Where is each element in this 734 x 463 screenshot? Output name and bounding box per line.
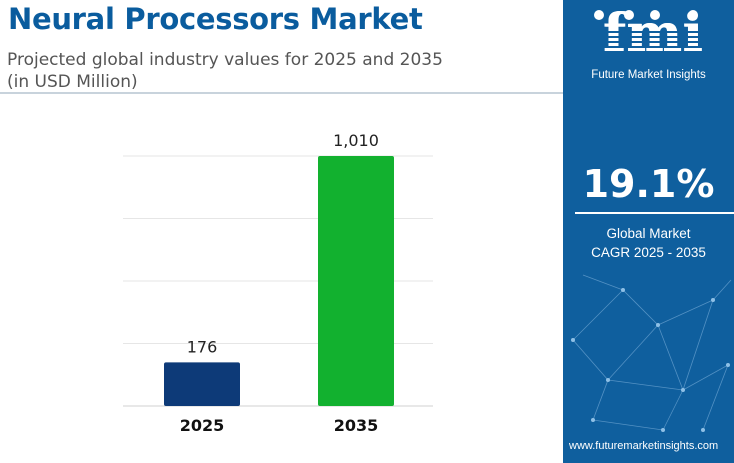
cagr-label-line-1: Global Market [606, 226, 691, 241]
cagr-label-line-2: CAGR 2025 - 2035 [591, 245, 706, 260]
fmi-logo: fmi [602, 3, 704, 64]
header-divider [0, 92, 563, 94]
cagr-value: 19.1% [582, 162, 715, 206]
value-label-2025: 176 [187, 337, 218, 356]
website-link[interactable]: www.futuremarketinsights.com [569, 440, 719, 452]
cagr-divider [575, 212, 734, 214]
bar-2025 [164, 362, 240, 406]
fmi-logo-icons [594, 10, 698, 20]
cagr-label: Global Market CAGR 2025 - 2035 [563, 224, 734, 262]
bars [164, 156, 394, 406]
chart-panel: Neural Processors Market Projected globa… [0, 2, 563, 435]
bar-2035 [318, 156, 394, 406]
page-title: Neural Processors Market [8, 2, 423, 36]
value-label-2035: 1,010 [333, 131, 379, 150]
value-labels: 176 1,010 [187, 131, 379, 356]
brand-name: Future Market Insights [591, 69, 706, 81]
subtitle-line-2: (in USD Million) [7, 72, 138, 92]
chart-subtitle: Projected global industry values for 202… [7, 49, 527, 93]
sidebar: fmi Future Market Insights 19.1% Global … [563, 0, 734, 463]
x-axis-ticks: 2025 2035 [180, 416, 379, 435]
x-tick-2025: 2025 [180, 416, 225, 435]
bar-chart: 176 1,010 2025 2035 [123, 131, 433, 435]
x-tick-2035: 2035 [334, 416, 379, 435]
network-pattern-icon [571, 274, 732, 432]
subtitle-line-1: Projected global industry values for 202… [7, 50, 443, 70]
